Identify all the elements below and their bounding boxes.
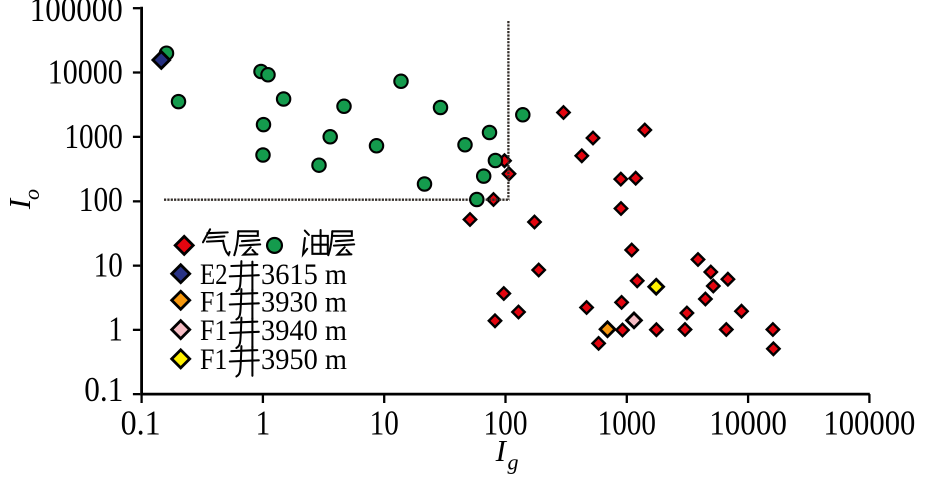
- svg-text:10000: 10000: [48, 54, 123, 92]
- svg-text:100000: 100000: [30, 0, 123, 29]
- svg-text:3950 m: 3950 m: [261, 343, 347, 376]
- svg-text:3940 m: 3940 m: [261, 314, 347, 347]
- svg-text:100: 100: [484, 405, 528, 443]
- svg-text:10: 10: [94, 246, 123, 284]
- svg-text:1000: 1000: [598, 405, 656, 443]
- svg-text:10: 10: [370, 405, 399, 443]
- svg-text:1: 1: [108, 311, 123, 349]
- svg-text:1: 1: [256, 405, 271, 443]
- svg-text:100: 100: [79, 181, 123, 219]
- svg-text:F1: F1: [200, 285, 227, 318]
- svg-text:o: o: [19, 189, 44, 200]
- svg-text:I: I: [495, 433, 508, 468]
- svg-text:1000: 1000: [64, 118, 122, 156]
- svg-text:F1: F1: [200, 343, 227, 376]
- svg-text:3615 m: 3615 m: [261, 258, 347, 291]
- svg-text:3930 m: 3930 m: [261, 285, 347, 318]
- svg-text:g: g: [508, 450, 519, 475]
- svg-text:0.1: 0.1: [121, 405, 161, 443]
- svg-text:0.1: 0.1: [84, 371, 123, 409]
- svg-text:I: I: [2, 197, 37, 210]
- svg-text:10000: 10000: [709, 405, 787, 443]
- svg-text:100000: 100000: [823, 405, 915, 443]
- svg-text:E2: E2: [200, 258, 228, 291]
- svg-text:F1: F1: [200, 314, 227, 347]
